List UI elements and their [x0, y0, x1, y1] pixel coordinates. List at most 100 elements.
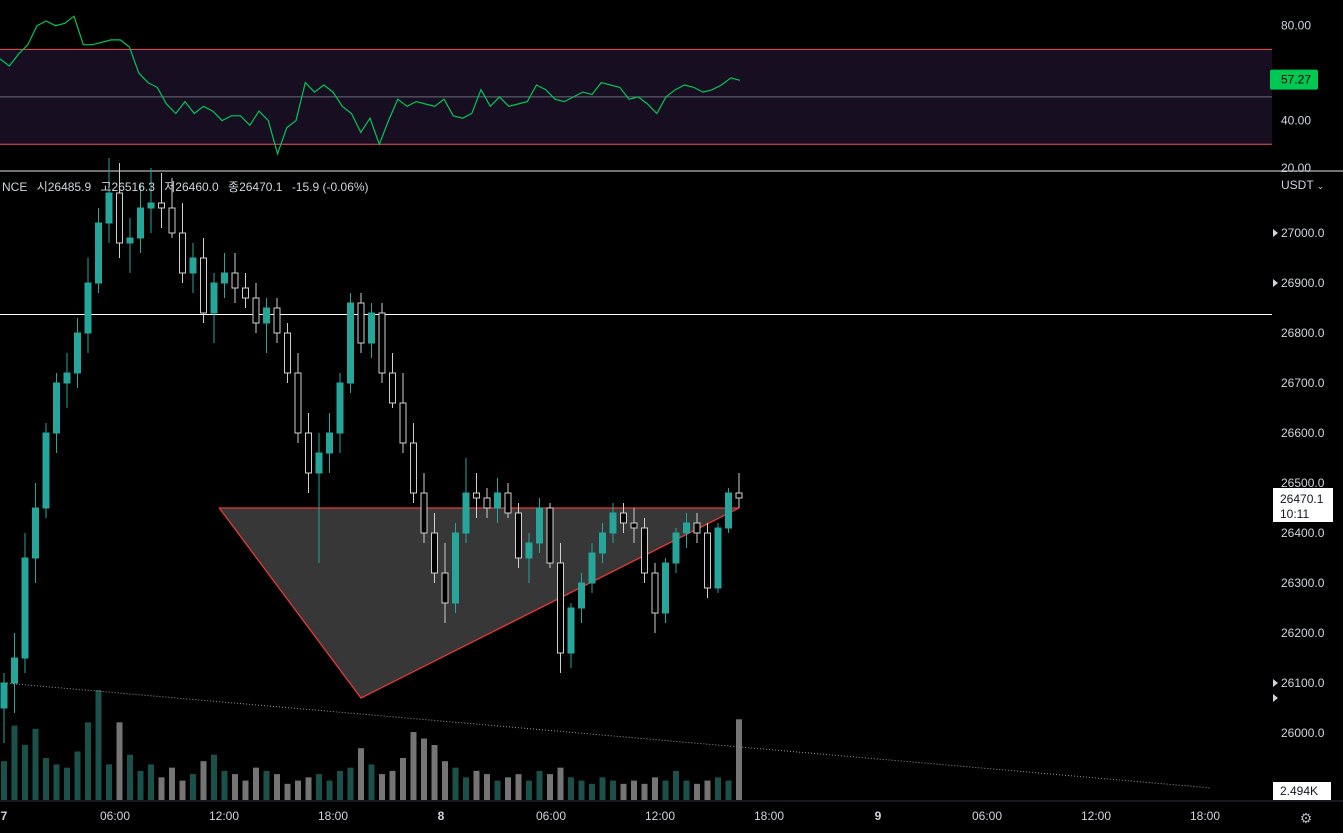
candle — [525, 533, 533, 583]
candle — [609, 503, 617, 543]
volume-bar — [232, 774, 238, 800]
low-value: 26460.0 — [175, 180, 219, 194]
candle — [515, 503, 522, 568]
price-pane — [0, 158, 1272, 789]
volume-bar — [95, 690, 102, 800]
candle-body — [305, 432, 312, 474]
candle-body — [546, 507, 554, 564]
rsi-tick-label: 40.00 — [1281, 114, 1311, 128]
candle-body — [578, 582, 585, 609]
volume-bar — [263, 770, 270, 800]
candle — [200, 238, 207, 323]
price-tick-label: 26000.0 — [1281, 726, 1325, 740]
candle-body — [410, 442, 417, 494]
candle — [126, 218, 134, 273]
currency-selector[interactable]: USDT ⌄ — [1281, 178, 1324, 192]
volume-bar — [190, 774, 196, 800]
time-tick-label: 7 — [1, 809, 8, 823]
candle-body — [189, 257, 197, 274]
candle — [578, 573, 585, 623]
candle — [305, 413, 312, 493]
chevron-down-icon: ⌄ — [1316, 181, 1325, 191]
price-tick-label: 26400.0 — [1281, 526, 1325, 540]
candle-body — [273, 307, 281, 334]
candle — [294, 353, 302, 443]
rsi-tick-label: 80.00 — [1281, 19, 1311, 33]
candle-body — [147, 202, 155, 209]
volume-bar — [22, 745, 28, 800]
candle-body — [504, 492, 512, 514]
candle-body — [326, 432, 333, 454]
volume-bar — [179, 780, 186, 800]
time-tick-label: 06:00 — [972, 809, 1002, 823]
volume-bar — [284, 783, 291, 800]
candle-body — [242, 287, 249, 299]
close-key: 종 — [228, 180, 240, 194]
rsi-pane — [0, 15, 1272, 156]
candle — [735, 473, 743, 508]
time-tick-label: 06:00 — [100, 809, 130, 823]
candle-body — [315, 452, 323, 474]
time-tick-label: 8 — [438, 809, 445, 823]
volume-bar — [106, 764, 112, 800]
candle — [441, 543, 449, 623]
candle — [42, 423, 50, 518]
volume-bar — [326, 780, 333, 800]
triangle-pattern[interactable] — [218, 507, 740, 699]
price-tick-label: 26900.0 — [1281, 276, 1325, 290]
candle — [536, 498, 543, 553]
candle-body — [95, 222, 102, 284]
candle-body — [462, 492, 470, 534]
volume-bar — [74, 751, 81, 800]
change-pct-value: (-0.06%) — [322, 180, 369, 194]
price-tick-label: 26300.0 — [1281, 576, 1325, 590]
candle — [336, 373, 344, 453]
volume-bar — [221, 770, 228, 800]
volume-bar — [557, 767, 564, 800]
candle — [252, 283, 260, 333]
price-tick-label: 26200.0 — [1281, 626, 1325, 640]
time-tick-label: 06:00 — [536, 809, 566, 823]
candle-body — [515, 512, 522, 559]
volume-bar — [536, 770, 543, 800]
volume-bar — [169, 767, 175, 800]
time-tick-label: 12:00 — [1081, 809, 1111, 823]
volume-bar — [641, 783, 648, 800]
candle-body — [210, 282, 218, 314]
volume-bar — [662, 780, 669, 800]
volume-bar — [631, 780, 637, 800]
candle-body — [683, 522, 690, 534]
volume-bar — [652, 777, 658, 800]
candle — [74, 318, 81, 388]
volume-bar — [620, 783, 627, 800]
candle — [231, 253, 239, 303]
candle-body — [105, 192, 113, 224]
symbol-label[interactable]: NCE — [2, 180, 28, 194]
candle — [725, 488, 732, 533]
candle — [599, 523, 606, 563]
candle-body — [42, 432, 50, 509]
candle-body — [620, 512, 627, 524]
currency-label: USDT — [1281, 178, 1314, 192]
price-tick-label: 26500.0 — [1281, 476, 1325, 490]
axis-marker-icon — [1273, 229, 1278, 237]
candle-body — [725, 492, 732, 529]
volume-bar — [116, 722, 123, 800]
candle — [683, 513, 690, 548]
last-price-text: 26470.1 — [1280, 492, 1324, 506]
axis-marker-icon — [1273, 694, 1278, 702]
candle-body — [399, 402, 407, 444]
candle — [11, 633, 18, 713]
candle — [315, 433, 323, 563]
price-tick-label: 26100.0 — [1281, 676, 1325, 690]
candle — [242, 273, 249, 308]
last-price-bg — [1273, 488, 1333, 522]
candle — [158, 173, 165, 228]
trendline[interactable] — [3, 682, 1212, 789]
settings-gear-icon[interactable]: ⚙ — [1299, 810, 1313, 826]
volume-badge-bg — [1273, 782, 1331, 800]
ohlc-legend: NCE 시26485.9 고26516.3 저26460.0 종26470.1 … — [2, 178, 369, 195]
candle-body — [84, 282, 92, 334]
